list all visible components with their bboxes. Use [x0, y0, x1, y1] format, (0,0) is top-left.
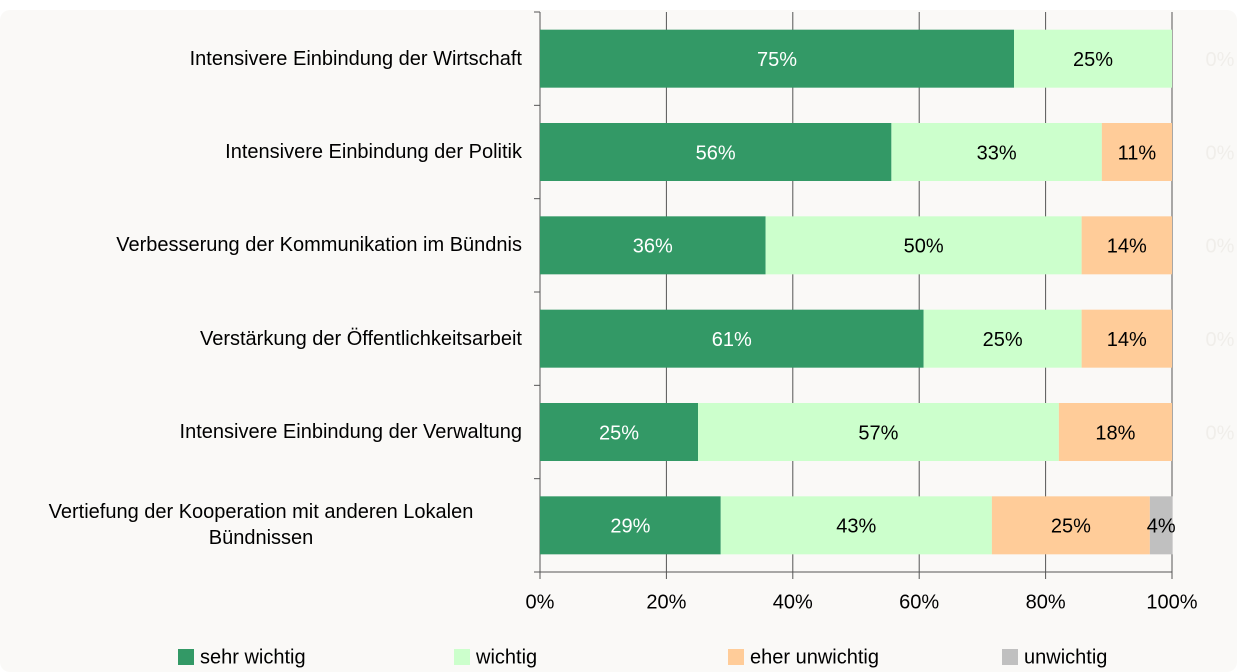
bar-segment	[991, 496, 1150, 555]
category-label-box: Vertiefung der Kooperation mit anderen L…	[0, 485, 522, 565]
data-label: 14%	[1107, 236, 1147, 258]
category-label-box: Verbesserung der Kommunikation im Bündni…	[0, 205, 522, 285]
bar-segment	[720, 496, 992, 555]
data-label: 18%	[1095, 422, 1135, 444]
x-tick-label: 0%	[526, 591, 555, 613]
data-label: 0%	[1206, 236, 1235, 258]
data-label: 29%	[610, 516, 650, 538]
bar-segment	[1149, 496, 1173, 555]
y-tick-label: Intensivere Einbindung der Wirtschaft	[189, 47, 522, 70]
bar-segment	[540, 123, 892, 181]
x-tick-label: 40%	[773, 591, 813, 613]
x-tick-label: 100%	[1146, 591, 1197, 613]
data-label: 43%	[836, 516, 876, 538]
data-label: 75%	[757, 49, 797, 71]
data-label: 61%	[712, 329, 752, 351]
data-label: 36%	[633, 236, 673, 258]
data-label: 50%	[904, 236, 944, 258]
bar-segment	[765, 216, 1082, 275]
bar-segment	[540, 403, 698, 461]
data-label: 56%	[696, 142, 736, 164]
x-tick-label: 60%	[899, 591, 939, 613]
data-label: 0%	[1206, 49, 1235, 71]
x-tick-label: 20%	[646, 591, 686, 613]
bar-segment	[540, 496, 721, 555]
bar-segment	[1081, 216, 1172, 275]
y-tick-label: Intensivere Einbindung der Politik	[225, 141, 522, 163]
bar-segment	[891, 123, 1102, 181]
data-label: 0%	[1206, 329, 1235, 351]
y-tick-label: Vertiefung der Kooperation mit anderen L…	[48, 501, 474, 550]
legend-label: eher unwichtig	[750, 646, 879, 668]
category-label-box: Intensivere Einbindung der Wirtschaft	[0, 19, 522, 99]
y-tick-label: Verbesserung der Kommunikation im Bündni…	[116, 234, 522, 257]
data-label: 33%	[977, 142, 1017, 164]
category-label-box: Intensivere Einbindung der Politik	[0, 112, 522, 192]
data-label: 0%	[1206, 142, 1235, 164]
data-label: 25%	[1051, 516, 1091, 538]
bar-segment	[540, 29, 1014, 88]
category-label-box: Intensivere Einbindung der Verwaltung	[0, 392, 522, 472]
bar-segment	[923, 309, 1082, 368]
data-label: 4%	[1147, 516, 1176, 538]
data-label: 25%	[599, 422, 639, 444]
data-label: 57%	[858, 422, 898, 444]
legend-swatch	[728, 649, 744, 665]
bar-segment	[1101, 123, 1172, 181]
data-label: 14%	[1107, 329, 1147, 351]
legend-label: wichtig	[475, 646, 537, 668]
data-label: 25%	[983, 329, 1023, 351]
legend-swatch	[178, 649, 194, 665]
bar-segment	[540, 216, 766, 275]
legend-swatch	[454, 649, 470, 665]
data-label: 11%	[1118, 142, 1157, 164]
legend-label: unwichtig	[1024, 646, 1107, 668]
bar-segment	[1058, 403, 1172, 461]
y-tick-label: Intensivere Einbindung der Verwaltung	[179, 421, 522, 443]
x-tick-label: 80%	[1026, 591, 1066, 613]
data-label: 25%	[1073, 49, 1113, 71]
data-label: 0%	[1206, 422, 1235, 444]
bar-segment	[540, 309, 924, 368]
category-label-box: Verstärkung der Öffentlichkeitsarbeit	[0, 299, 522, 379]
legend-label: sehr wichtig	[200, 646, 306, 668]
bar-segment	[698, 403, 1059, 461]
legend-swatch	[1002, 649, 1018, 665]
bar-segment	[1014, 29, 1172, 88]
y-tick-label: Verstärkung der Öffentlichkeitsarbeit	[199, 327, 522, 350]
bar-segment	[1081, 309, 1172, 368]
